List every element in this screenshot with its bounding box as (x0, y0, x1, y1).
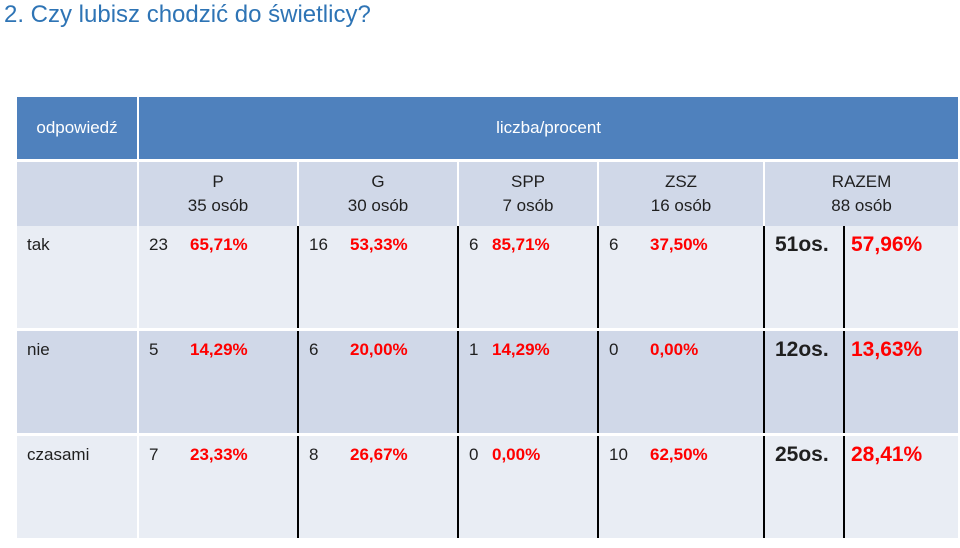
group-header: G 30 osób (298, 159, 459, 226)
total-count-cell: 12os. (764, 331, 845, 433)
count-cell: 0 (458, 436, 492, 538)
group-header: P 35 osób (138, 159, 299, 226)
percent-cell: 20,00% (350, 331, 459, 433)
count-cell: 8 (298, 436, 350, 538)
count-cell: 10 (598, 436, 650, 538)
group-header: SPP 7 osób (458, 159, 599, 226)
count-cell: 6 (598, 226, 650, 328)
count-cell: 6 (458, 226, 492, 328)
survey-table: odpowiedź liczba/procent P 35 osób G 30 os… (17, 97, 959, 538)
total-percent-cell: 28,41% (844, 436, 959, 538)
count-cell: 16 (298, 226, 350, 328)
count-cell: 23 (138, 226, 190, 328)
answer-cell: czasami (17, 436, 139, 538)
percent-cell: 23,33% (190, 436, 299, 538)
total-percent-cell: 57,96% (844, 226, 959, 328)
percent-cell: 65,71% (190, 226, 299, 328)
group-header: ZSZ 16 osób (598, 159, 765, 226)
answer-header: odpowiedź (17, 97, 139, 161)
percent-cell: 14,29% (190, 331, 299, 433)
total-percent-cell: 13,63% (844, 331, 959, 433)
total-count-cell: 25os. (764, 436, 845, 538)
answer-cell: tak (17, 226, 139, 328)
group-header: RAZEM 88 osób (764, 159, 959, 226)
count-cell: 5 (138, 331, 190, 433)
table-row: tak 23 65,71% 16 53,33% 6 85,71% 6 37,50… (17, 226, 959, 328)
count-cell: 7 (138, 436, 190, 538)
count-cell: 6 (298, 331, 350, 433)
count-cell: 0 (598, 331, 650, 433)
table-row: nie 5 14,29% 6 20,00% 1 14,29% 0 0,00% 1… (17, 331, 959, 433)
header-row: odpowiedź liczba/procent (17, 97, 959, 161)
total-count-cell: 51os. (764, 226, 845, 328)
percent-cell: 62,50% (650, 436, 765, 538)
value-header: liczba/procent (138, 97, 959, 161)
percent-cell: 0,00% (650, 331, 765, 433)
group-header-row: P 35 osób G 30 osób SPP 7 osób ZSZ 16 osób R… (17, 159, 959, 226)
answer-cell: nie (17, 331, 139, 433)
table-row: czasami 7 23,33% 8 26,67% 0 0,00% 10 62,… (17, 436, 959, 538)
percent-cell: 0,00% (492, 436, 599, 538)
percent-cell: 14,29% (492, 331, 599, 433)
percent-cell: 26,67% (350, 436, 459, 538)
percent-cell: 85,71% (492, 226, 599, 328)
page-title: 2. Czy lubisz chodzić do świetlicy? (4, 1, 371, 28)
count-cell: 1 (458, 331, 492, 433)
percent-cell: 37,50% (650, 226, 765, 328)
percent-cell: 53,33% (350, 226, 459, 328)
